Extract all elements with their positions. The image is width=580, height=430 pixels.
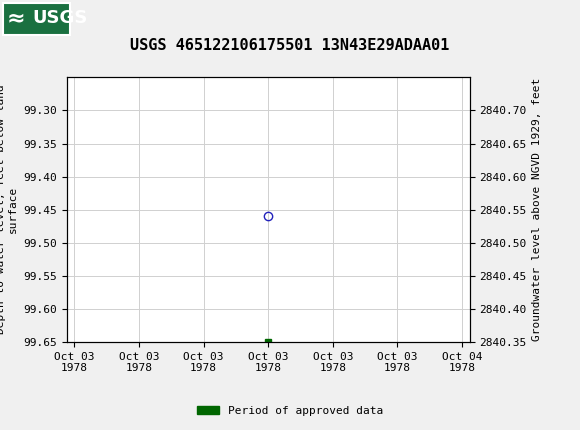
Y-axis label: Groundwater level above NGVD 1929, feet: Groundwater level above NGVD 1929, feet xyxy=(532,78,542,341)
Legend: Period of approved data: Period of approved data xyxy=(193,401,387,420)
Text: ≈: ≈ xyxy=(7,8,26,28)
Text: USGS 465122106175501 13N43E29ADAA01: USGS 465122106175501 13N43E29ADAA01 xyxy=(130,38,450,52)
Text: USGS: USGS xyxy=(32,9,87,27)
FancyBboxPatch shape xyxy=(3,3,70,35)
Y-axis label: Depth to water level, feet below land
surface: Depth to water level, feet below land su… xyxy=(0,85,17,335)
